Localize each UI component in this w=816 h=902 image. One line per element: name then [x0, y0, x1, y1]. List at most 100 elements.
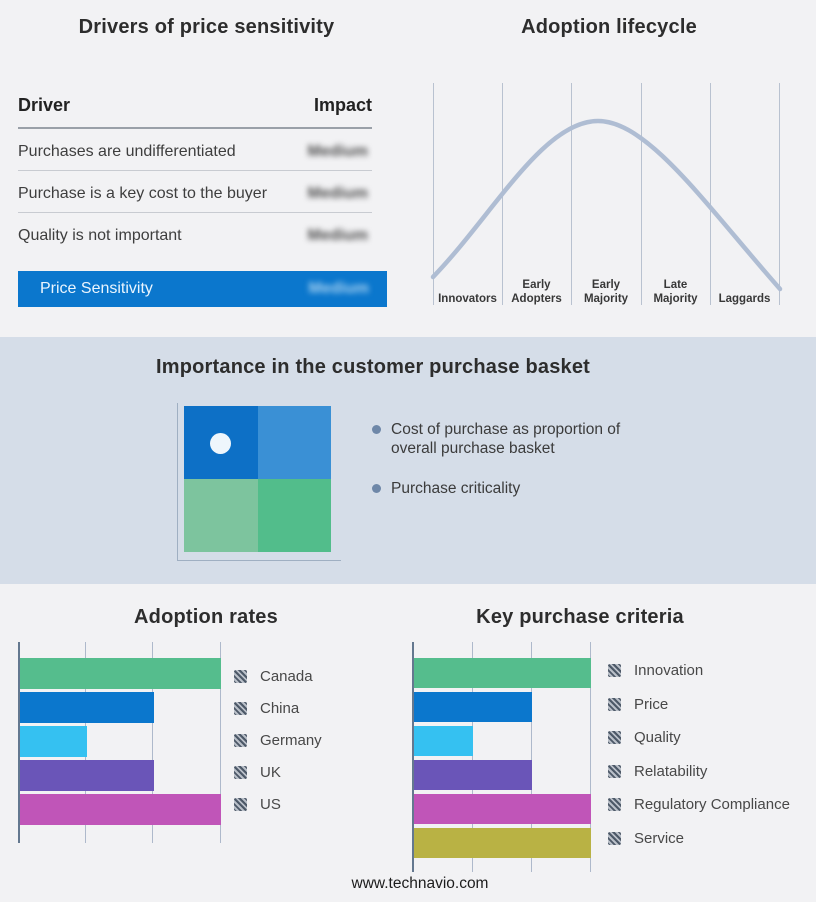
legend-label: China: [260, 699, 300, 717]
legend-label: Price: [634, 695, 669, 713]
position-dot-icon: [210, 433, 231, 454]
adoption-gridline: [152, 642, 153, 843]
drivers-table-header: Driver Impact: [18, 95, 372, 116]
criteria-gridline: [472, 642, 473, 872]
table-row: Purchase is a key cost to the buyer Medi…: [18, 185, 372, 203]
hatched-swatch-icon: [608, 764, 621, 778]
legend-label: Canada: [260, 667, 313, 685]
adoption-legend: Canada China Germany UK US: [234, 660, 322, 820]
bar-price: [414, 692, 532, 722]
legend-label: Relatability: [634, 762, 708, 780]
bar-germany: [20, 726, 87, 757]
bar-regulatory-compliance: [414, 794, 591, 824]
lifecycle-gridline: [571, 83, 572, 305]
price-sensitivity-summary-row: Price Sensitivity Medium: [18, 271, 387, 307]
table-row: Quality is not important Medium: [18, 227, 372, 245]
table-header-divider: [18, 127, 372, 129]
stage-label-late-majority: Late Majority: [653, 279, 698, 305]
quadrant-y-axis: [177, 403, 178, 561]
basket-bullet-list: Cost of purchase as proportion of overal…: [372, 420, 632, 519]
legend-label: Germany: [260, 731, 322, 749]
legend-item: UK: [234, 756, 322, 788]
legend-label: Regulatory Compliance: [634, 796, 790, 814]
lifecycle-panel-title: Adoption lifecycle: [521, 16, 697, 38]
legend-item: Quality: [608, 721, 790, 755]
table-row-divider: [18, 212, 372, 213]
criteria-gridline: [531, 642, 532, 872]
stage-label-early-adopters: Early Adopters: [511, 279, 562, 305]
lifecycle-gridline: [433, 83, 434, 305]
legend-item: Canada: [234, 660, 322, 692]
hatched-swatch-icon: [234, 701, 247, 715]
hatched-swatch-icon: [234, 733, 247, 747]
stage-label-innovators: Innovators: [438, 293, 497, 305]
criteria-gridline: [590, 642, 591, 872]
lifecycle-gridline: [641, 83, 642, 305]
bullet-item: Purchase criticality: [372, 479, 632, 498]
bullet-text: Cost of purchase as proportion of overal…: [391, 421, 621, 457]
bar-service: [414, 828, 591, 858]
table-row-divider: [18, 170, 372, 171]
legend-item: Relatability: [608, 755, 790, 789]
basket-panel-title: Importance in the customer purchase bask…: [155, 356, 591, 378]
bullet-item: Cost of purchase as proportion of overal…: [372, 420, 632, 458]
legend-item: Price: [608, 688, 790, 722]
bar-uk: [20, 760, 154, 791]
key-purchase-criteria-title: Key purchase criteria: [476, 606, 684, 628]
bar-china: [20, 692, 154, 723]
legend-item: US: [234, 788, 322, 820]
quadrant-cell-bottom-right: [257, 479, 331, 552]
lifecycle-gridline: [710, 83, 711, 305]
quadrant-cell-bottom-left: [184, 479, 258, 552]
driver-cell: Quality is not important: [18, 227, 182, 244]
hatched-swatch-icon: [608, 697, 621, 711]
bar-canada: [20, 658, 221, 689]
bullet-icon: [372, 425, 381, 434]
criteria-legend: Innovation Price Quality Relatability Re…: [608, 654, 790, 855]
lifecycle-curve-canvas: [430, 118, 783, 292]
legend-label: US: [260, 795, 281, 813]
bar-us: [20, 794, 221, 825]
adoption-rates-title: Adoption rates: [134, 606, 278, 628]
driver-column-header: Driver: [18, 95, 71, 115]
impact-value-blurred: Medium: [307, 227, 368, 244]
stage-label-early-majority: Early Majority: [583, 279, 629, 305]
legend-item: Service: [608, 822, 790, 856]
stage-label-laggards: Laggards: [718, 293, 771, 305]
hatched-swatch-icon: [234, 669, 247, 683]
bullet-icon: [372, 484, 381, 493]
quadrant-cell-top-left: [184, 406, 258, 479]
drivers-panel-title: Drivers of price sensitivity: [78, 16, 335, 38]
impact-value-blurred: Medium: [307, 185, 368, 202]
legend-label: Quality: [634, 729, 681, 747]
criteria-y-axis: [412, 642, 414, 872]
purchase-basket-band: [0, 337, 816, 584]
driver-cell: Purchases are undifferentiated: [18, 143, 236, 160]
hatched-swatch-icon: [608, 731, 621, 745]
hatched-swatch-icon: [234, 797, 247, 811]
quadrant-cell-top-right: [257, 406, 331, 479]
bar-quality: [414, 726, 473, 756]
lifecycle-gridline: [779, 83, 780, 305]
criteria-bars: [414, 658, 591, 862]
legend-item: Germany: [234, 724, 322, 756]
hatched-swatch-icon: [234, 765, 247, 779]
impact-value-blurred: Medium: [307, 143, 368, 160]
legend-item: China: [234, 692, 322, 724]
purchase-basket-quadrant: [184, 406, 331, 552]
price-sensitivity-label: Price Sensitivity: [40, 280, 153, 297]
hatched-swatch-icon: [608, 664, 621, 678]
adoption-y-axis: [18, 642, 20, 843]
legend-item: Regulatory Compliance: [608, 788, 790, 822]
hatched-swatch-icon: [608, 798, 621, 812]
bullet-text: Purchase criticality: [391, 480, 521, 497]
hatched-swatch-icon: [608, 831, 621, 845]
legend-item: Innovation: [608, 654, 790, 688]
adoption-gridline: [220, 642, 221, 843]
bell-curve-line: [430, 118, 783, 292]
impact-column-header: Impact: [313, 95, 372, 115]
impact-value-blurred: Medium: [308, 280, 369, 297]
legend-label: Innovation: [634, 662, 704, 680]
bar-innovation: [414, 658, 591, 688]
